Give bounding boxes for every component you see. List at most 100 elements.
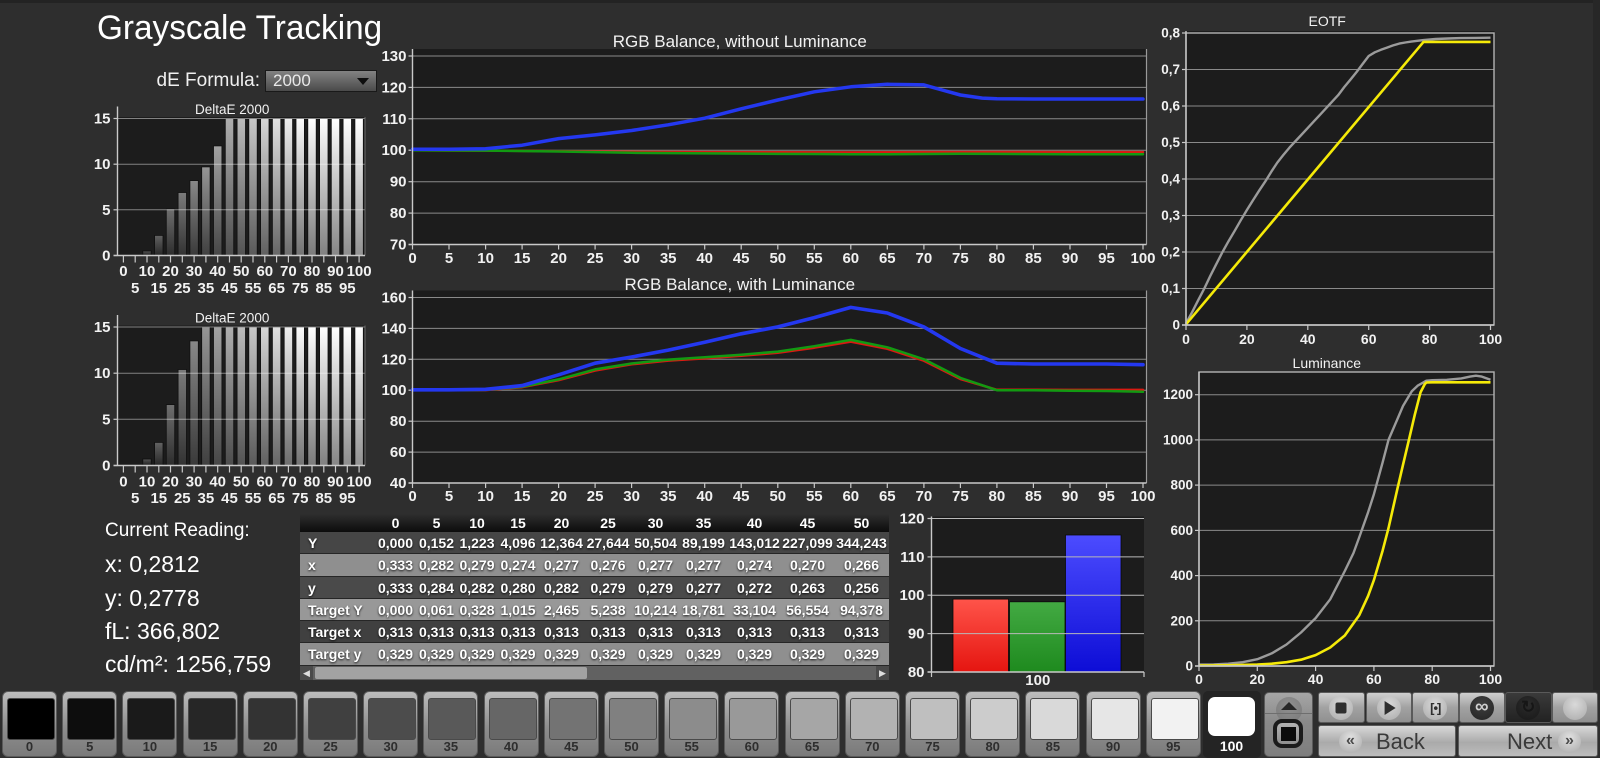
svg-text:0: 0 — [408, 488, 416, 505]
svg-text:5: 5 — [445, 488, 453, 505]
svg-text:0,3: 0,3 — [1161, 208, 1180, 223]
svg-text:65: 65 — [879, 250, 896, 267]
svg-text:25: 25 — [174, 490, 191, 507]
svg-text:90: 90 — [327, 263, 344, 280]
svg-text:1000: 1000 — [1163, 432, 1193, 447]
svg-text:85: 85 — [315, 280, 332, 297]
svg-text:20: 20 — [162, 474, 179, 491]
svg-text:110: 110 — [900, 549, 924, 566]
svg-text:0: 0 — [1182, 331, 1190, 347]
svg-text:20: 20 — [550, 488, 567, 505]
svg-text:15: 15 — [94, 319, 111, 336]
svg-text:25: 25 — [587, 488, 604, 505]
svg-text:90: 90 — [1062, 488, 1079, 505]
svg-text:0: 0 — [119, 263, 127, 280]
svg-text:90: 90 — [908, 626, 925, 643]
svg-text:85: 85 — [1025, 250, 1042, 267]
svg-text:40: 40 — [209, 263, 226, 280]
svg-text:60: 60 — [1361, 331, 1377, 347]
svg-text:35: 35 — [660, 250, 677, 267]
svg-text:60: 60 — [256, 474, 273, 491]
svg-text:45: 45 — [733, 250, 750, 267]
svg-text:55: 55 — [806, 250, 823, 267]
svg-text:80: 80 — [390, 413, 407, 430]
svg-text:20: 20 — [1239, 331, 1255, 347]
svg-text:0: 0 — [102, 458, 110, 475]
svg-text:95: 95 — [339, 280, 356, 297]
svg-text:45: 45 — [221, 280, 238, 297]
svg-text:10: 10 — [477, 488, 494, 505]
svg-text:70: 70 — [916, 250, 933, 267]
svg-text:100: 100 — [347, 474, 372, 491]
svg-text:70: 70 — [280, 263, 297, 280]
svg-text:65: 65 — [268, 280, 285, 297]
svg-text:85: 85 — [1025, 488, 1042, 505]
svg-text:10: 10 — [139, 474, 156, 491]
svg-text:30: 30 — [186, 474, 203, 491]
svg-text:35: 35 — [660, 488, 677, 505]
svg-text:95: 95 — [1098, 488, 1115, 505]
svg-text:400: 400 — [1170, 568, 1193, 583]
svg-text:45: 45 — [221, 490, 238, 507]
svg-text:60: 60 — [1366, 671, 1382, 687]
svg-text:100: 100 — [899, 587, 924, 604]
svg-text:0: 0 — [119, 474, 127, 491]
svg-text:20: 20 — [1250, 671, 1266, 687]
svg-text:15: 15 — [150, 490, 167, 507]
svg-text:70: 70 — [390, 237, 407, 254]
svg-text:110: 110 — [382, 111, 406, 128]
svg-text:15: 15 — [94, 111, 111, 128]
svg-text:10: 10 — [94, 156, 111, 173]
svg-text:40: 40 — [1300, 331, 1316, 347]
svg-text:25: 25 — [174, 280, 191, 297]
svg-text:600: 600 — [1170, 523, 1193, 538]
svg-text:120: 120 — [381, 79, 406, 96]
svg-text:Luminance: Luminance — [1293, 355, 1362, 371]
svg-text:95: 95 — [1098, 250, 1115, 267]
svg-text:75: 75 — [292, 490, 309, 507]
svg-text:40: 40 — [209, 474, 226, 491]
svg-text:10: 10 — [94, 365, 111, 382]
svg-text:80: 80 — [908, 664, 925, 681]
svg-text:0: 0 — [408, 250, 416, 267]
svg-text:0,2: 0,2 — [1161, 245, 1180, 260]
svg-text:100: 100 — [381, 142, 406, 159]
svg-text:100: 100 — [1479, 331, 1503, 347]
svg-text:90: 90 — [327, 474, 344, 491]
svg-text:1200: 1200 — [1163, 387, 1193, 402]
svg-text:75: 75 — [952, 250, 969, 267]
svg-text:0,7: 0,7 — [1161, 62, 1180, 77]
svg-text:50: 50 — [233, 474, 250, 491]
svg-text:100: 100 — [347, 263, 372, 280]
svg-text:50: 50 — [769, 488, 786, 505]
svg-text:140: 140 — [381, 320, 406, 337]
svg-text:0,6: 0,6 — [1161, 99, 1180, 114]
svg-text:0,4: 0,4 — [1161, 172, 1180, 187]
svg-text:80: 80 — [390, 205, 407, 222]
svg-text:120: 120 — [899, 511, 924, 528]
svg-text:60: 60 — [390, 444, 407, 461]
svg-text:0,1: 0,1 — [1161, 281, 1180, 296]
svg-text:100: 100 — [1130, 488, 1155, 505]
svg-text:20: 20 — [162, 263, 179, 280]
svg-text:50: 50 — [769, 250, 786, 267]
svg-text:0: 0 — [1185, 659, 1193, 674]
svg-text:65: 65 — [268, 490, 285, 507]
svg-text:0: 0 — [102, 248, 110, 265]
svg-text:5: 5 — [102, 411, 110, 428]
svg-text:60: 60 — [842, 250, 859, 267]
svg-text:100: 100 — [1479, 671, 1503, 687]
svg-text:60: 60 — [842, 488, 859, 505]
svg-text:EOTF: EOTF — [1309, 13, 1346, 29]
svg-text:10: 10 — [139, 263, 156, 280]
svg-text:RGB Balance, without Luminance: RGB Balance, without Luminance — [613, 32, 867, 51]
svg-text:30: 30 — [186, 263, 203, 280]
svg-text:30: 30 — [623, 250, 640, 267]
svg-text:55: 55 — [245, 490, 262, 507]
svg-text:55: 55 — [806, 488, 823, 505]
svg-text:85: 85 — [315, 490, 332, 507]
svg-text:200: 200 — [1170, 613, 1193, 628]
svg-text:35: 35 — [198, 280, 215, 297]
svg-text:60: 60 — [256, 263, 273, 280]
svg-text:25: 25 — [587, 250, 604, 267]
